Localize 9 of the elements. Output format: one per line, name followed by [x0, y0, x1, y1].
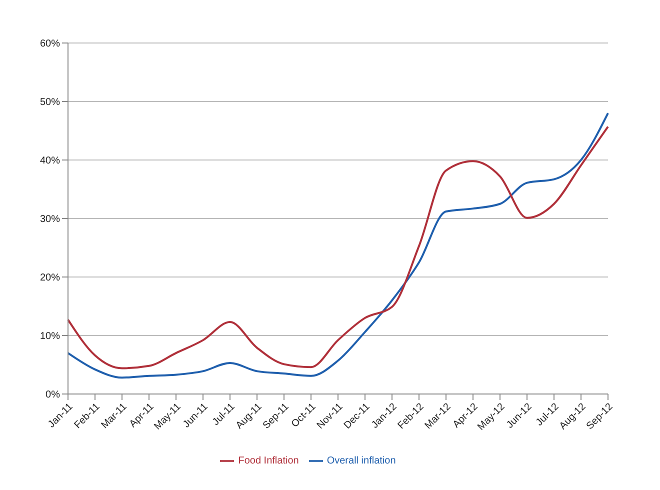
y-tick-label: 50%: [40, 97, 60, 108]
y-tick-label: 30%: [40, 214, 60, 226]
y-tick-label: 10%: [40, 331, 60, 342]
y-tick-label: 40%: [40, 156, 60, 167]
y-tick-label: 60%: [40, 38, 60, 50]
y-tick-label: 20%: [40, 272, 60, 284]
legend-label: Overall inflation: [326, 456, 396, 467]
legend-label: Food Inflation: [238, 456, 299, 467]
y-tick-label: 0%: [46, 390, 60, 401]
